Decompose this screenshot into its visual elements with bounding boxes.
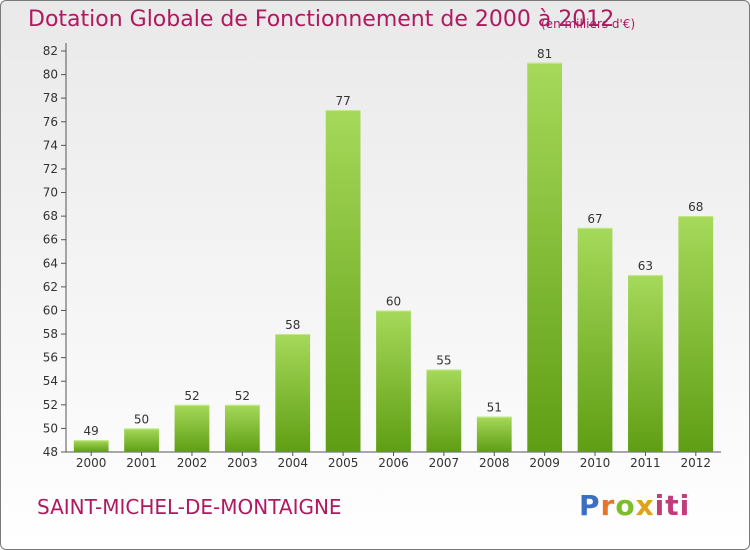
bar-value-label: 60 [386,294,401,308]
bar-value-label: 67 [587,212,602,226]
commune-name: SAINT-MICHEL-DE-MONTAIGNE [37,495,342,519]
x-tick-label: 2006 [378,456,409,470]
y-tick-label: 50 [43,421,58,435]
bar [224,404,260,452]
bar-value-label: 52 [184,389,199,403]
bar [124,428,159,452]
bar [426,369,462,452]
y-tick-label: 60 [43,303,58,317]
y-tick-label: 74 [43,138,58,152]
x-tick-label: 2005 [328,456,359,470]
bar [577,227,613,452]
y-tick-label: 64 [43,256,58,270]
x-tick-label: 2001 [126,456,157,470]
bar [628,275,663,452]
bar [325,109,361,453]
bar-value-label: 52 [235,389,250,403]
bar [174,404,210,452]
y-tick-label: 56 [43,351,58,365]
x-tick-label: 2004 [277,456,308,470]
x-tick-label: 2002 [177,456,208,470]
bar [527,62,563,452]
y-tick-label: 52 [43,398,58,412]
y-tick-label: 68 [43,209,58,223]
y-tick-label: 80 [43,68,58,82]
bar [376,310,411,452]
y-tick-label: 78 [43,91,58,105]
y-tick-label: 66 [43,233,58,247]
bar [73,440,109,452]
bar-value-label: 68 [688,200,703,214]
bar-value-label: 49 [84,424,99,438]
bar-value-label: 81 [537,47,552,61]
y-tick-label: 62 [43,280,58,294]
x-tick-label: 2010 [580,456,611,470]
bar-value-label: 77 [335,94,350,108]
x-tick-label: 2009 [529,456,560,470]
proxiti-logo: Proxiti [579,489,691,522]
bar [275,334,311,452]
bar-value-label: 50 [134,412,149,426]
bar-value-label: 51 [487,401,502,415]
bar [476,416,512,452]
bar [678,216,714,452]
chart-title: Dotation Globale de Fonctionnement de 20… [28,7,615,32]
x-tick-label: 2011 [630,456,661,470]
y-tick-label: 70 [43,186,58,200]
x-tick-label: 2003 [227,456,258,470]
x-tick-label: 2012 [681,456,712,470]
bar-value-label: 63 [638,259,653,273]
y-tick-label: 72 [43,162,58,176]
x-tick-label: 2007 [429,456,460,470]
x-tick-label: 2000 [76,456,107,470]
x-tick-label: 2008 [479,456,510,470]
y-tick-label: 76 [43,115,58,129]
y-tick-label: 48 [43,445,58,459]
y-tick-label: 82 [43,44,58,58]
y-tick-label: 54 [43,374,58,388]
chart-units: (en milliers d'€) [541,17,636,31]
bar-value-label: 55 [436,353,451,367]
y-tick-label: 58 [43,327,58,341]
bar-value-label: 58 [285,318,300,332]
